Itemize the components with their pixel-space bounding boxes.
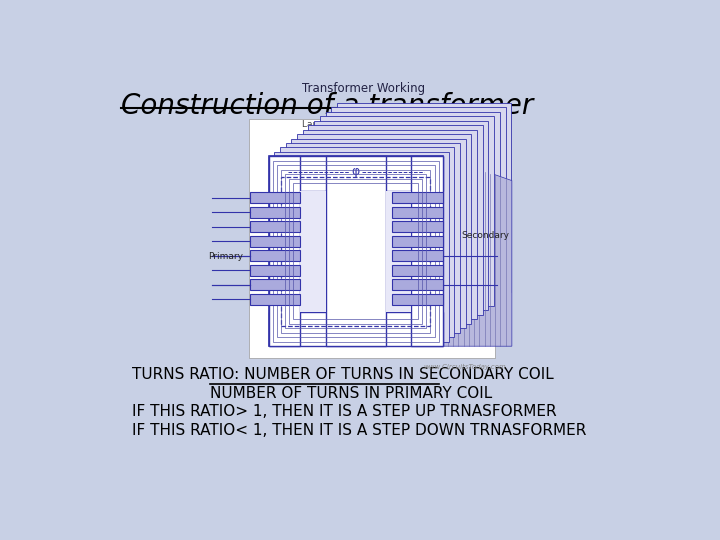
Bar [289, 179, 422, 324]
Bar [280, 147, 454, 337]
Text: IF THIS RATIO> 1, THEN IT IS A STEP UP TRNASFORMER: IF THIS RATIO> 1, THEN IT IS A STEP UP T… [132, 404, 557, 420]
Text: TURNS RATIO: NUMBER OF TURNS IN SECONDARY COIL: TURNS RATIO: NUMBER OF TURNS IN SECONDAR… [132, 367, 554, 382]
Bar [392, 294, 443, 305]
Bar [269, 157, 443, 346]
Bar [282, 177, 430, 326]
Bar [297, 134, 472, 324]
Text: Construction of a transformer: Construction of a transformer [121, 92, 533, 120]
Bar [250, 207, 300, 218]
Bar [303, 130, 477, 319]
Bar [392, 221, 443, 232]
Text: NUMBER OF TURNS IN PRIMARY COIL: NUMBER OF TURNS IN PRIMARY COIL [210, 386, 492, 401]
Bar [269, 312, 443, 346]
Text: Secondary: Secondary [462, 231, 510, 240]
Bar [250, 279, 300, 291]
Bar [314, 120, 488, 310]
Bar [250, 251, 300, 261]
FancyBboxPatch shape [249, 119, 495, 358]
Bar [269, 157, 443, 346]
Bar [285, 174, 426, 328]
Text: Transformer Working: Transformer Working [302, 82, 426, 95]
Bar [250, 221, 300, 232]
Bar [392, 279, 443, 291]
Bar [269, 157, 443, 191]
Bar [392, 192, 443, 204]
Bar [331, 107, 505, 297]
Polygon shape [443, 157, 512, 346]
Text: Primary: Primary [208, 252, 243, 261]
Bar [250, 192, 300, 204]
Bar [250, 265, 300, 276]
Bar [337, 103, 511, 292]
Bar [392, 251, 443, 261]
Bar [320, 116, 494, 306]
Bar [250, 236, 300, 247]
Bar [325, 157, 386, 346]
Bar [300, 191, 325, 312]
Text: φ: φ [351, 165, 360, 179]
Bar [281, 170, 431, 333]
Text: Laminated Core: Laminated Core [302, 120, 374, 129]
Bar [250, 294, 300, 305]
Bar [308, 125, 482, 315]
Bar [386, 191, 411, 312]
Bar [411, 157, 443, 346]
Bar [273, 161, 438, 342]
Text: IF THIS RATIO< 1, THEN IT IS A STEP DOWN TRNASFORMER: IF THIS RATIO< 1, THEN IT IS A STEP DOWN… [132, 423, 586, 438]
Bar [325, 112, 500, 301]
Bar [292, 138, 466, 328]
Bar [276, 165, 435, 337]
Text: www.CircuitsToday.com: www.CircuitsToday.com [423, 364, 506, 370]
Bar [269, 157, 300, 346]
Bar [392, 265, 443, 276]
Bar [392, 236, 443, 247]
Bar [392, 207, 443, 218]
Bar [293, 184, 418, 319]
Bar [274, 152, 449, 342]
Bar [286, 143, 460, 333]
